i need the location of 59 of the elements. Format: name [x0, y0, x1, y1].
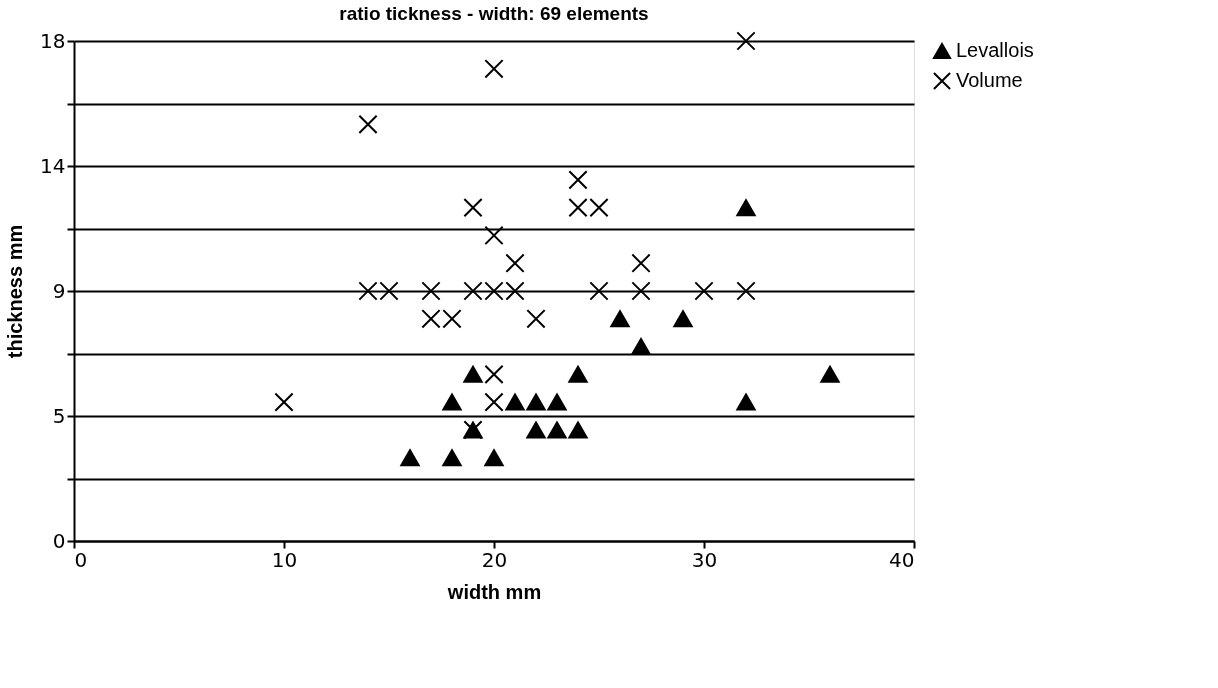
x-tick-label: 40 [889, 547, 915, 572]
point [358, 281, 378, 301]
point [484, 225, 504, 246]
point [505, 281, 525, 301]
point [820, 365, 840, 383]
point [736, 199, 756, 217]
y-tick-label: 9 [52, 278, 66, 303]
point [505, 253, 525, 273]
point [484, 364, 504, 384]
x-axis-title: width mm [446, 580, 542, 603]
y-axis-title: thickness mm [4, 224, 27, 359]
legend-label: Volume [956, 69, 1023, 91]
point [274, 392, 294, 412]
y-tick-label: 5 [52, 403, 66, 428]
point [694, 281, 714, 301]
point [400, 449, 420, 467]
point [526, 393, 546, 411]
x-tick-label: 30 [691, 547, 718, 572]
point [484, 392, 504, 412]
point [631, 338, 651, 356]
y-tick-label: 0 [52, 528, 66, 553]
point [421, 309, 441, 329]
point [736, 393, 756, 411]
point [463, 365, 483, 383]
point [547, 393, 567, 411]
point [526, 309, 546, 329]
point [442, 449, 462, 467]
point [589, 198, 609, 218]
y-tick-label: 18 [40, 28, 66, 53]
point [568, 365, 588, 383]
point [463, 198, 483, 218]
y-tick-label: 14 [40, 153, 66, 178]
point [484, 449, 504, 467]
point [484, 281, 504, 301]
point [463, 281, 483, 301]
point [526, 421, 546, 439]
point [379, 281, 399, 301]
point [589, 281, 609, 301]
point [442, 309, 462, 329]
x-tick-label: 20 [481, 547, 508, 572]
x-tick-label: 0 [74, 547, 88, 572]
point [421, 281, 441, 301]
point [568, 198, 588, 218]
point [610, 310, 630, 328]
point [631, 281, 651, 301]
point [736, 31, 756, 51]
point [568, 421, 588, 439]
x-tick-label: 10 [271, 547, 298, 572]
chart-title: ratio tickness - width: 69 elements [339, 3, 649, 25]
point [484, 59, 504, 79]
point [736, 281, 756, 301]
point [631, 253, 651, 273]
point [673, 310, 693, 328]
point [358, 114, 378, 134]
point [505, 393, 525, 411]
point [568, 170, 588, 190]
point [547, 421, 567, 439]
legend-label: Levallois [956, 39, 1034, 61]
point [442, 393, 462, 411]
